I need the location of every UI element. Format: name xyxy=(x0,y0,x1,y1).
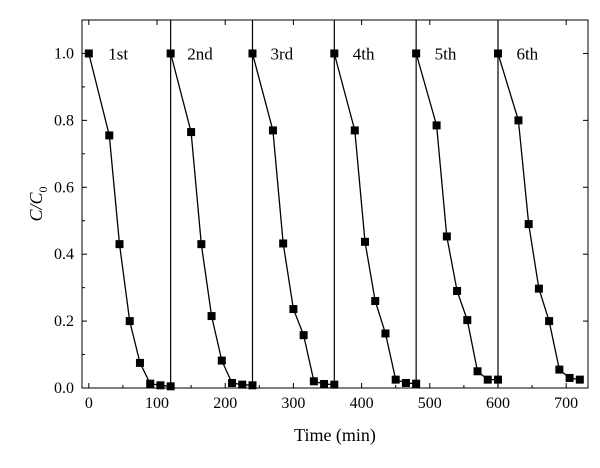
y-tick-label: 0.0 xyxy=(54,380,74,397)
data-point xyxy=(463,316,472,325)
data-point xyxy=(555,365,564,374)
data-point xyxy=(238,380,247,389)
cycle-dividers xyxy=(170,20,499,388)
data-point xyxy=(371,297,380,306)
series-line xyxy=(333,53,417,385)
series-6th xyxy=(493,49,584,384)
y-axis-title: C/C0 xyxy=(26,186,50,221)
x-tick-label: 300 xyxy=(281,395,305,412)
data-point xyxy=(125,317,134,326)
data-point xyxy=(84,49,93,58)
x-tick-label: 100 xyxy=(145,395,169,412)
data-point xyxy=(381,329,390,338)
data-point xyxy=(412,49,421,58)
data-point xyxy=(483,375,492,384)
x-tick-label: 400 xyxy=(350,395,374,412)
series-4th xyxy=(330,49,421,388)
data-point xyxy=(473,367,482,376)
series-line xyxy=(170,53,253,386)
series-line xyxy=(497,53,580,381)
data-point xyxy=(524,220,533,229)
x-axis-title: Time (min) xyxy=(294,425,376,446)
cycle-label: 2nd xyxy=(187,44,213,63)
data-point xyxy=(330,380,339,389)
series-layer xyxy=(84,49,584,391)
cycle-label: 3rd xyxy=(270,44,293,63)
x-tick-label: 500 xyxy=(418,395,442,412)
cycle-labels: 1st 2nd 3rd 4th 5th 6th xyxy=(108,44,538,63)
data-point xyxy=(401,378,410,387)
series-3rd xyxy=(248,49,339,389)
cycle-label: 4th xyxy=(353,44,375,63)
data-point xyxy=(514,116,523,125)
data-point xyxy=(442,232,451,241)
data-point xyxy=(391,375,400,384)
cycle-label: 6th xyxy=(516,44,538,63)
data-point xyxy=(166,382,175,391)
x-tick-label: 700 xyxy=(554,395,578,412)
plot-area-frame xyxy=(81,19,589,389)
data-point xyxy=(545,317,554,326)
series-1st xyxy=(84,49,175,391)
data-point xyxy=(248,49,257,58)
series-5th xyxy=(412,49,502,384)
y-tick-label: 0.6 xyxy=(54,179,74,196)
data-point xyxy=(575,375,584,384)
data-point xyxy=(279,239,288,248)
y-axis-title-group: C/C0 xyxy=(26,186,50,221)
data-point xyxy=(207,312,216,321)
data-point xyxy=(289,305,298,314)
data-point xyxy=(115,240,124,249)
y-tick-label: 0.8 xyxy=(54,112,74,129)
data-point xyxy=(187,128,196,137)
data-point xyxy=(361,237,370,246)
x-tick-label: 200 xyxy=(213,395,237,412)
series-line xyxy=(251,53,335,386)
data-point xyxy=(350,126,359,135)
y-axis-ticks: 0.0 0.2 0.4 0.6 0.8 1.0 xyxy=(54,45,588,397)
x-tick-label: 600 xyxy=(486,395,510,412)
data-point xyxy=(146,379,155,388)
data-point xyxy=(493,375,502,384)
data-point xyxy=(534,284,543,293)
data-point xyxy=(432,121,441,130)
y-axis-title-subscript: 0 xyxy=(36,186,50,192)
data-point xyxy=(565,373,574,382)
data-point xyxy=(493,49,502,58)
data-point xyxy=(268,126,277,135)
data-point xyxy=(166,49,175,58)
data-point xyxy=(156,381,165,390)
y-tick-label: 0.2 xyxy=(54,313,74,330)
data-point xyxy=(320,379,329,388)
cycle-label: 1st xyxy=(108,44,128,63)
series-line xyxy=(415,53,498,381)
series-line xyxy=(88,53,171,387)
cycle-label: 5th xyxy=(435,44,457,63)
data-point xyxy=(248,381,257,390)
data-point xyxy=(197,240,206,249)
series-2nd xyxy=(166,49,257,390)
data-point xyxy=(217,356,226,365)
data-point xyxy=(228,378,237,387)
data-point xyxy=(299,331,308,340)
y-tick-label: 1.0 xyxy=(54,45,74,62)
data-point xyxy=(453,286,462,295)
x-tick-label: 0 xyxy=(85,395,93,412)
x-axis-ticks: 0 100 200 300 400 500 600 700 xyxy=(85,20,578,412)
data-point xyxy=(309,377,318,386)
data-point xyxy=(412,379,421,388)
data-point xyxy=(135,358,144,367)
y-tick-label: 0.4 xyxy=(54,246,74,263)
data-point xyxy=(330,49,339,58)
y-axis-title-main: C/C xyxy=(26,192,46,222)
data-point xyxy=(105,131,114,140)
